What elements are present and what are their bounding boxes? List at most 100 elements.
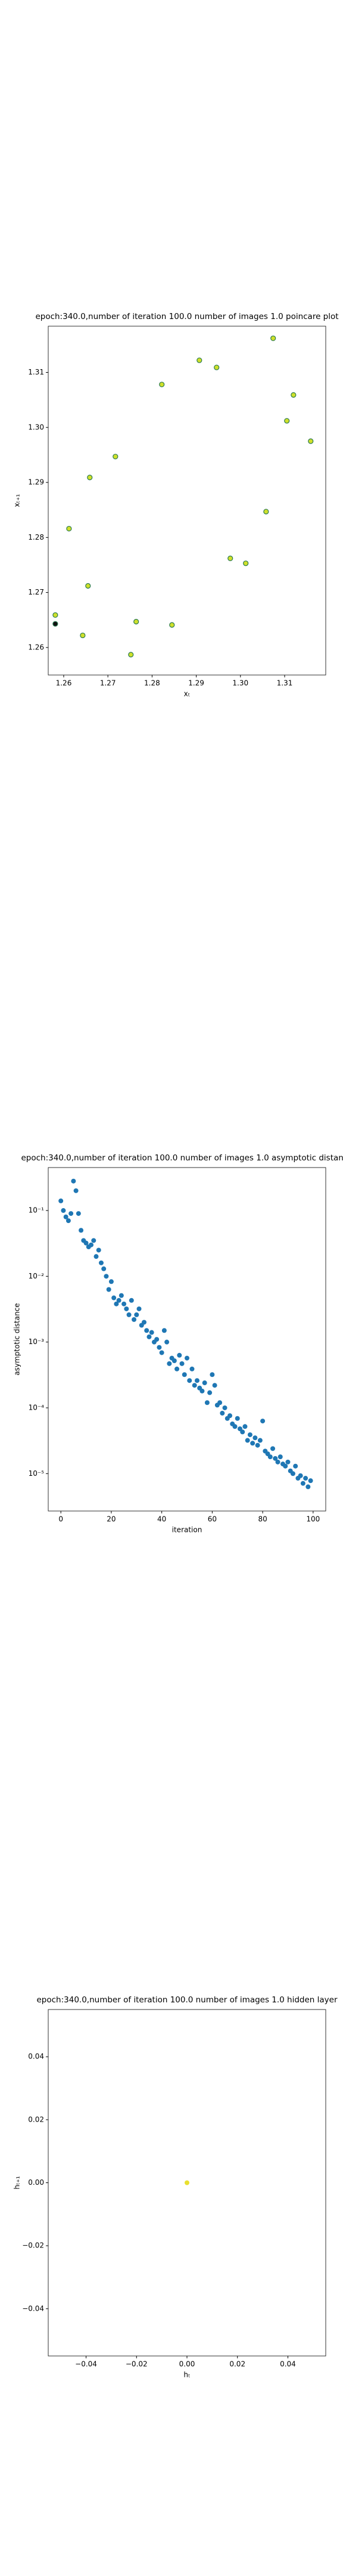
point <box>267 1454 273 1460</box>
x-tick-label: 1.30 <box>232 679 248 688</box>
point <box>124 1306 129 1311</box>
point <box>210 1372 215 1377</box>
point <box>113 454 119 460</box>
point <box>214 364 220 370</box>
x-axis-label: hₜ <box>183 2371 190 2379</box>
y-tick-label: 1.28 <box>28 533 44 541</box>
y-tick-label: 1.29 <box>28 478 44 487</box>
point <box>154 1337 160 1342</box>
point <box>159 382 165 388</box>
x-tick-label: 1.26 <box>56 679 72 688</box>
point <box>121 1301 127 1306</box>
point <box>204 1400 210 1405</box>
point <box>300 1481 305 1486</box>
x-axis-label: iteration <box>172 1526 202 1534</box>
point <box>66 1218 71 1224</box>
point <box>87 475 93 481</box>
point <box>257 1438 263 1443</box>
point <box>232 1424 238 1429</box>
point <box>243 561 249 566</box>
x-tick-label: 20 <box>107 1515 116 1524</box>
point <box>141 1320 146 1325</box>
x-tick-label: 1.31 <box>277 679 293 688</box>
chart-title: epoch:340.0,number of iteration 100.0 nu… <box>36 1995 337 2005</box>
point <box>157 1345 162 1350</box>
point <box>275 1459 280 1465</box>
y-tick-label: 1.31 <box>28 368 44 376</box>
x-tick-label: 40 <box>157 1515 166 1524</box>
x-tick-label: 1.28 <box>144 679 160 688</box>
point <box>240 1429 245 1435</box>
y-tick-label: 1.26 <box>28 643 44 651</box>
point <box>185 1355 189 1361</box>
point <box>98 1260 104 1265</box>
point <box>68 1211 74 1216</box>
y-tick-label: 10⁻² <box>29 1272 45 1280</box>
point <box>303 1476 308 1481</box>
x-tick-label: 1.29 <box>188 679 204 688</box>
point <box>132 1317 137 1322</box>
point <box>202 1380 207 1386</box>
point <box>149 1330 154 1335</box>
point <box>146 1334 152 1339</box>
x-tick-label: 0 <box>58 1515 63 1524</box>
y-tick-label: 10⁻⁵ <box>29 1469 45 1478</box>
point <box>305 1484 311 1490</box>
point <box>260 1419 266 1424</box>
x-tick-label: 0.02 <box>229 2360 245 2368</box>
point <box>164 1339 170 1345</box>
point <box>83 1240 89 1246</box>
x-tick-label: 100 <box>306 1515 320 1524</box>
point <box>298 1473 303 1478</box>
point <box>66 525 72 532</box>
point <box>116 1298 121 1303</box>
point <box>71 1178 76 1184</box>
point <box>293 1463 298 1469</box>
point <box>101 1266 107 1271</box>
point <box>270 335 276 341</box>
point <box>167 1361 172 1366</box>
point <box>308 1478 313 1484</box>
point <box>227 555 233 561</box>
y-tick-label: 10⁻³ <box>29 1337 45 1346</box>
point <box>52 612 58 618</box>
point <box>93 1254 99 1259</box>
y-tick-label: 10⁻⁴ <box>29 1403 45 1411</box>
y-tick-label: 0.02 <box>28 2115 44 2123</box>
point <box>284 418 290 424</box>
y-axis-label: xₜ₊₁ <box>13 494 21 507</box>
axes-frame <box>48 1167 326 1512</box>
point <box>222 1405 227 1410</box>
point <box>207 1390 213 1395</box>
point <box>197 357 202 363</box>
point <box>85 583 91 589</box>
point <box>129 1298 134 1303</box>
point <box>270 1446 276 1451</box>
point <box>80 632 86 639</box>
axes-frame <box>48 2009 326 2357</box>
point <box>52 621 58 627</box>
point <box>159 1350 164 1355</box>
x-tick-label: 60 <box>208 1515 217 1524</box>
y-tick-label: 1.27 <box>28 588 44 596</box>
point <box>252 1435 258 1441</box>
x-tick-label: 1.27 <box>100 679 116 688</box>
point <box>179 1361 185 1366</box>
point <box>79 1228 84 1233</box>
point <box>128 652 134 658</box>
point <box>182 1372 187 1377</box>
point <box>177 1352 182 1358</box>
point <box>220 1410 225 1416</box>
point <box>172 1358 177 1363</box>
point <box>247 1432 252 1438</box>
point <box>242 1424 248 1429</box>
point <box>133 618 139 625</box>
point <box>235 1416 240 1421</box>
point <box>277 1454 283 1460</box>
point <box>136 1306 142 1311</box>
y-axis-label: asymptotic distance <box>13 1303 21 1375</box>
y-tick-label: 0.04 <box>28 2052 44 2061</box>
chart-title: epoch:340.0,number of iteration 100.0 nu… <box>35 312 338 321</box>
x-tick-label: −0.04 <box>75 2360 97 2368</box>
